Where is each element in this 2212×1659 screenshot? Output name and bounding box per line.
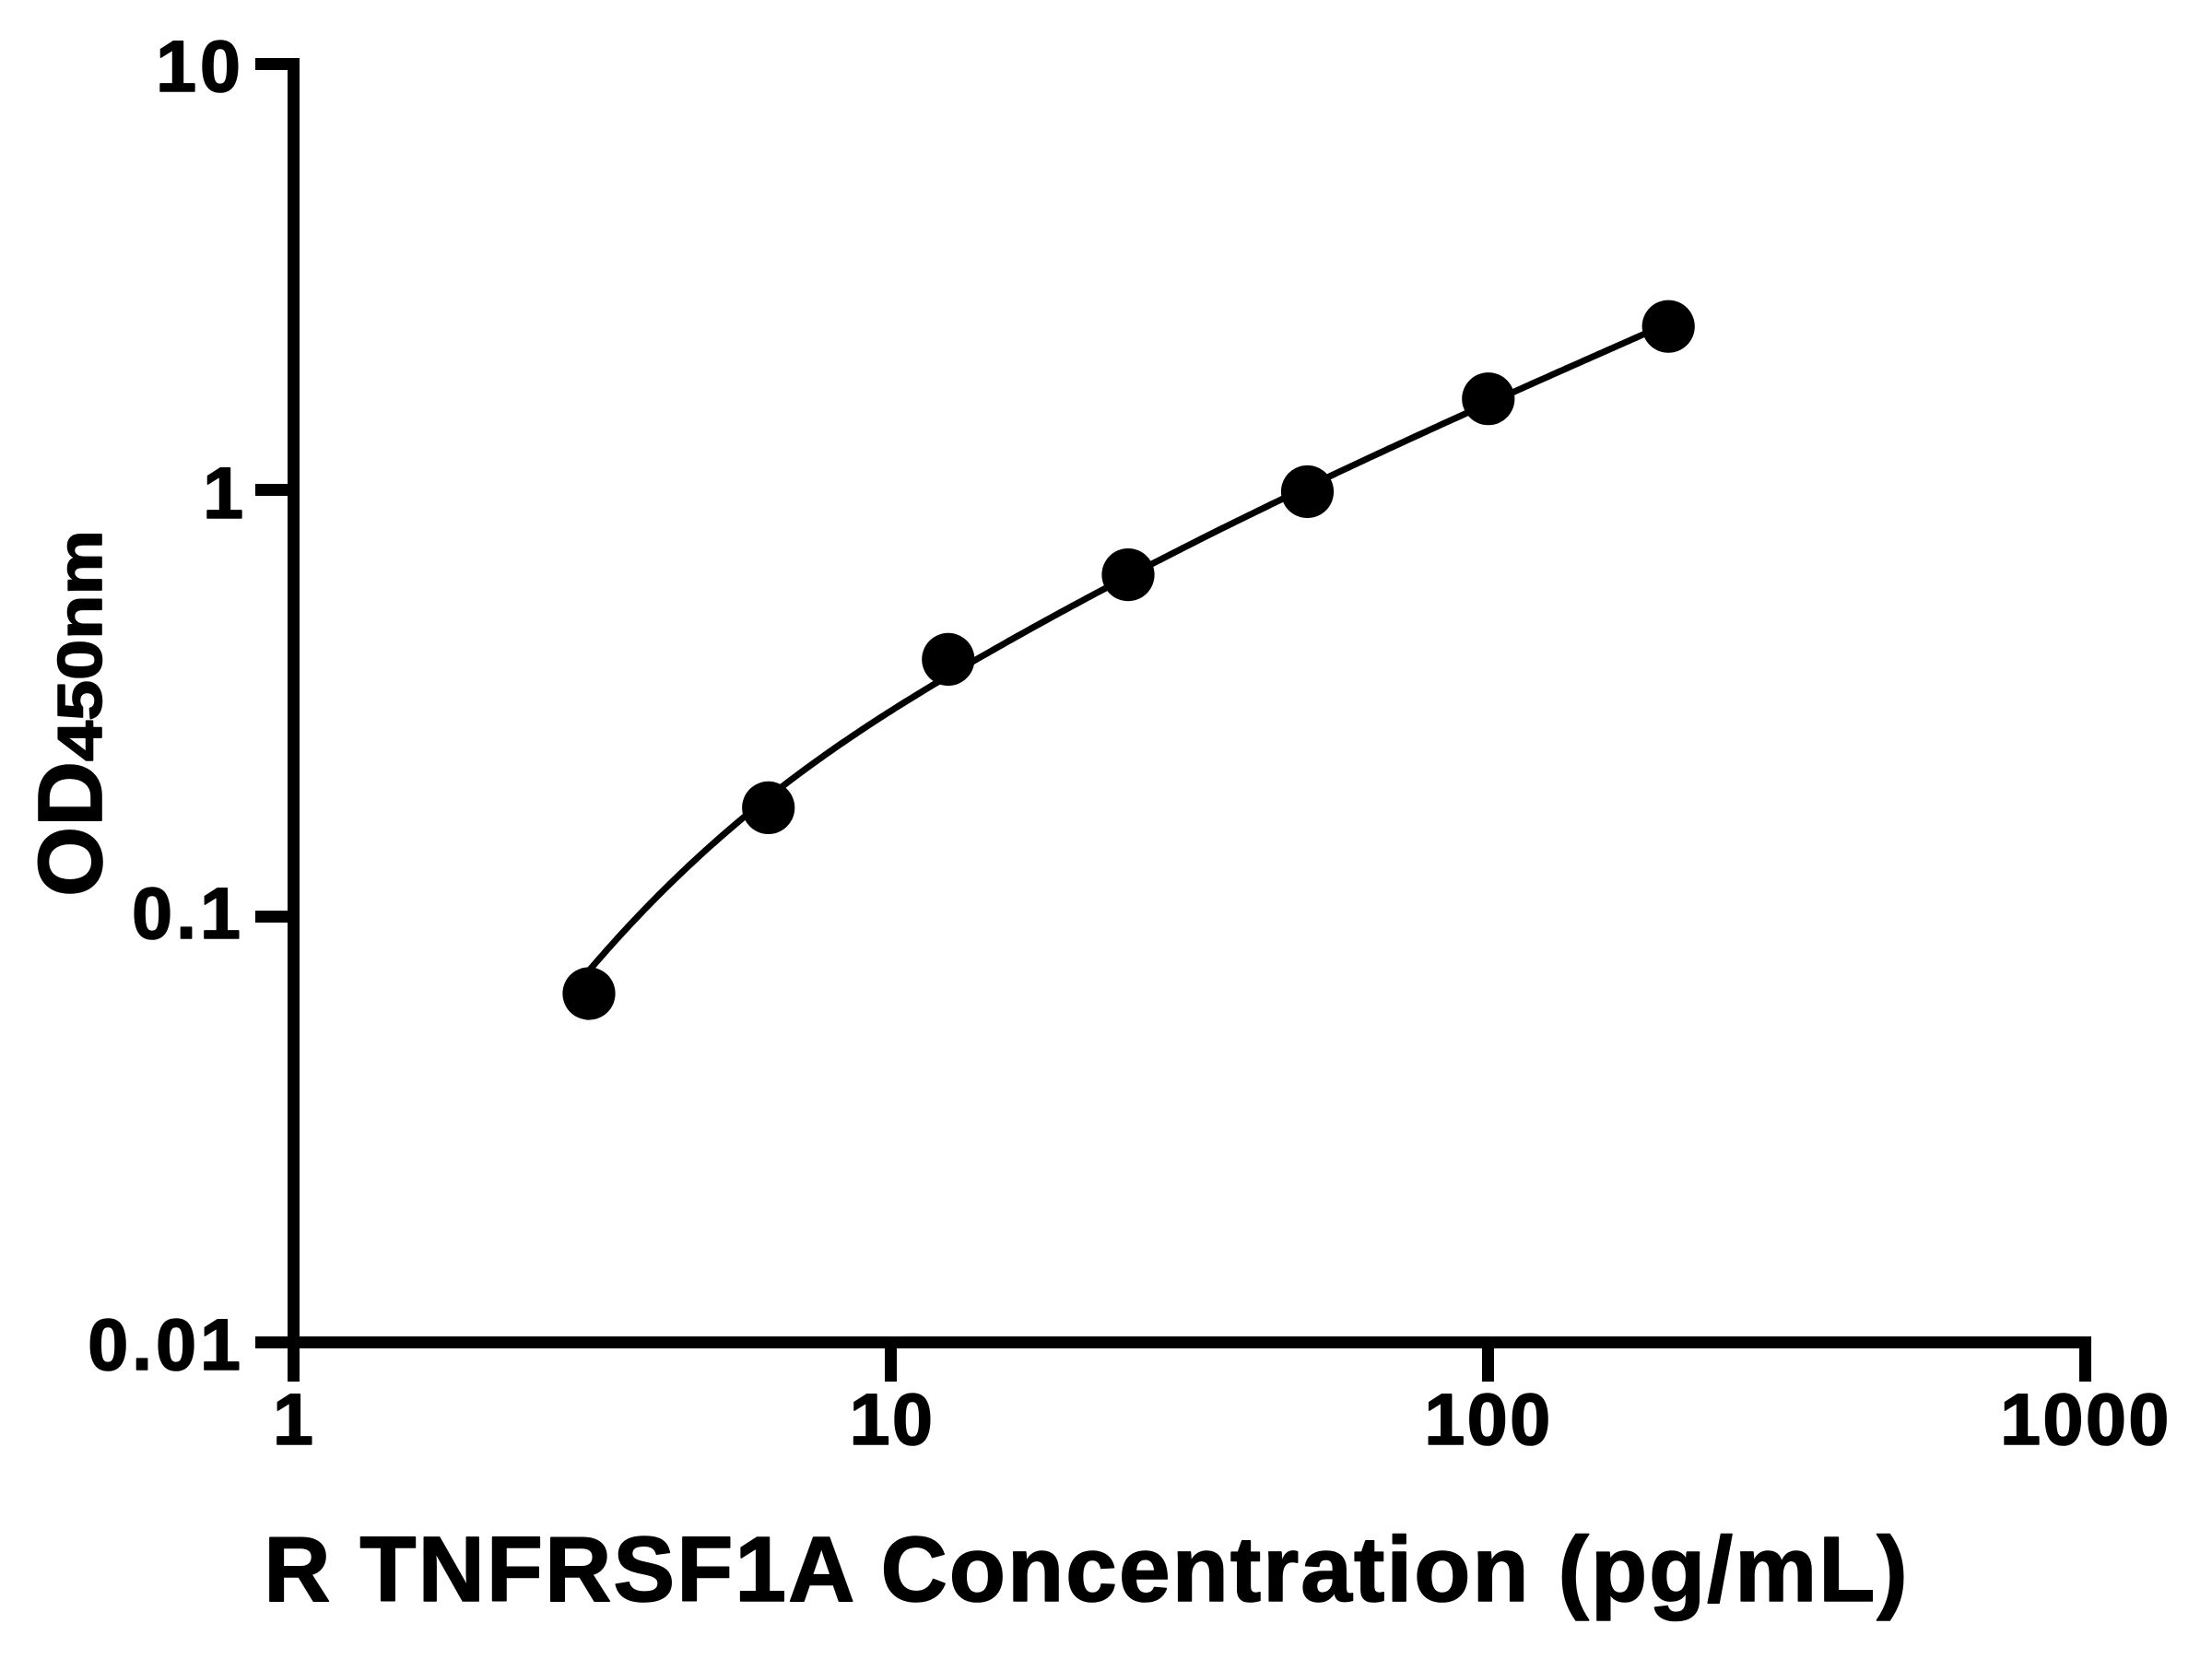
svg-text:0.01: 0.01: [88, 1303, 244, 1385]
svg-text:10: 10: [156, 25, 244, 107]
svg-text:R TNFRSF1A Concentration (pg/m: R TNFRSF1A Concentration (pg/mL): [264, 1518, 1910, 1621]
svg-text:100: 100: [1424, 1378, 1552, 1460]
svg-text:0.1: 0.1: [132, 872, 244, 954]
svg-text:1: 1: [273, 1378, 313, 1460]
svg-text:1: 1: [203, 452, 243, 534]
svg-text:10: 10: [850, 1378, 935, 1460]
svg-text:1000: 1000: [2000, 1378, 2171, 1460]
svg-text:450nm: 450nm: [44, 530, 114, 761]
svg-text:OD: OD: [19, 761, 121, 897]
